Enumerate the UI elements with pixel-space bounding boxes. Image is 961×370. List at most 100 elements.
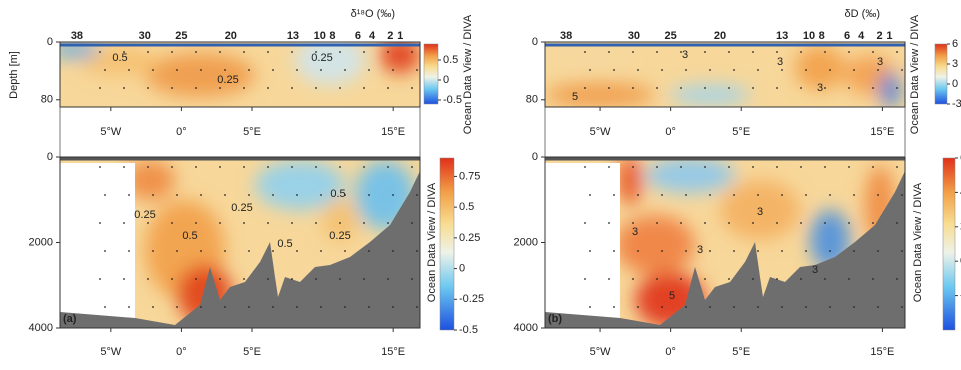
- station-label: 1: [886, 30, 892, 42]
- sample-dot: [757, 194, 759, 196]
- sample-dot: [776, 278, 778, 280]
- sample-dot: [195, 51, 197, 53]
- sample-dot: [387, 166, 389, 168]
- sample-dot: [104, 250, 106, 252]
- sample-dot: [243, 166, 245, 168]
- sample-dot: [709, 194, 711, 196]
- sample-dot: [224, 250, 226, 252]
- sample-dot: [824, 51, 826, 53]
- sample-dot: [853, 194, 855, 196]
- sample-dot: [613, 194, 615, 196]
- sample-dot: [613, 69, 615, 71]
- sample-dot: [296, 194, 298, 196]
- sample-dot: [680, 87, 682, 89]
- contour-label: 3: [812, 264, 818, 276]
- sample-dot: [267, 166, 269, 168]
- sample-dot: [411, 51, 413, 53]
- sample-dot: [608, 166, 610, 168]
- sample-dot: [781, 306, 783, 308]
- station-label: 10: [314, 30, 326, 42]
- sample-dot: [637, 250, 639, 252]
- sample-dot: [853, 306, 855, 308]
- sample-dot: [152, 194, 154, 196]
- station-label: 10: [803, 30, 815, 42]
- sample-dot: [781, 250, 783, 252]
- station-label: 30: [139, 30, 151, 42]
- sample-dot: [368, 69, 370, 71]
- sample-dot: [608, 222, 610, 224]
- contour-label: 5: [572, 91, 578, 103]
- station-label: 4: [858, 30, 865, 42]
- sample-dot: [195, 166, 197, 168]
- x-tick-label: 5°E: [732, 346, 750, 358]
- sample-dot: [637, 306, 639, 308]
- sample-dot: [171, 278, 173, 280]
- field-blob: [125, 160, 175, 200]
- sample-dot: [411, 222, 413, 224]
- colorbar-tick-label: 3: [952, 58, 958, 70]
- field: [545, 157, 905, 328]
- station-label: 1: [397, 30, 403, 42]
- sample-dot: [632, 51, 634, 53]
- sample-dot: [171, 166, 173, 168]
- field-blob: [645, 157, 735, 193]
- sample-dot: [339, 278, 341, 280]
- sample-dot: [296, 69, 298, 71]
- sample-dot: [685, 306, 687, 308]
- chart-title: δ¹⁸O (‰): [351, 8, 395, 20]
- field-blob: [255, 160, 345, 210]
- x-tick-label: 5°E: [732, 126, 750, 138]
- sample-dot: [219, 51, 221, 53]
- sample-dot: [368, 194, 370, 196]
- station-label: 30: [628, 30, 640, 42]
- sample-dot: [824, 222, 826, 224]
- sample-dot: [656, 87, 658, 89]
- sample-dot: [824, 87, 826, 89]
- sample-dot: [685, 69, 687, 71]
- sample-dot: [680, 51, 682, 53]
- side-label: Ocean Data View / DIVA: [909, 14, 921, 134]
- sample-dot: [752, 87, 754, 89]
- sample-dot: [320, 194, 322, 196]
- sample-dot: [752, 51, 754, 53]
- sample-dot: [224, 194, 226, 196]
- contour-label: 0.25: [311, 52, 332, 64]
- x-tick-label: 5°W: [590, 126, 612, 138]
- sample-dot: [320, 250, 322, 252]
- sample-dot: [680, 222, 682, 224]
- colorbar-tick-label: -3: [952, 98, 961, 110]
- contour-label: 3: [757, 206, 763, 218]
- sample-dot: [416, 194, 418, 196]
- sample-dot: [800, 51, 802, 53]
- sample-dot: [632, 222, 634, 224]
- sample-dot: [733, 250, 735, 252]
- sample-dot: [872, 87, 874, 89]
- y-tick-label: 80: [41, 94, 53, 106]
- colorbar: [423, 43, 439, 105]
- sample-dot: [219, 87, 221, 89]
- sample-dot: [195, 222, 197, 224]
- sample-dot: [800, 87, 802, 89]
- sample-dot: [589, 194, 591, 196]
- sample-dot: [877, 306, 879, 308]
- sample-dot: [315, 166, 317, 168]
- sample-dot: [829, 69, 831, 71]
- sample-dot: [704, 222, 706, 224]
- sample-dot: [147, 222, 149, 224]
- colorbar-tick-label: 0: [459, 262, 465, 274]
- sample-dot: [344, 194, 346, 196]
- contour-label: 0.25: [217, 74, 238, 86]
- sample-dot: [224, 69, 226, 71]
- sample-dot: [901, 194, 903, 196]
- station-label: 20: [714, 30, 726, 42]
- y-tick-label: 0: [532, 36, 538, 48]
- station-label: 8: [819, 30, 825, 42]
- sample-dot: [877, 69, 879, 71]
- sample-dot: [829, 306, 831, 308]
- y-tick-label: 2000: [514, 236, 538, 248]
- colorbar-tick-label: 0.25: [459, 232, 480, 244]
- colorbar-tick-label: 0.5: [459, 201, 474, 213]
- sample-dot: [829, 194, 831, 196]
- sample-dot: [315, 51, 317, 53]
